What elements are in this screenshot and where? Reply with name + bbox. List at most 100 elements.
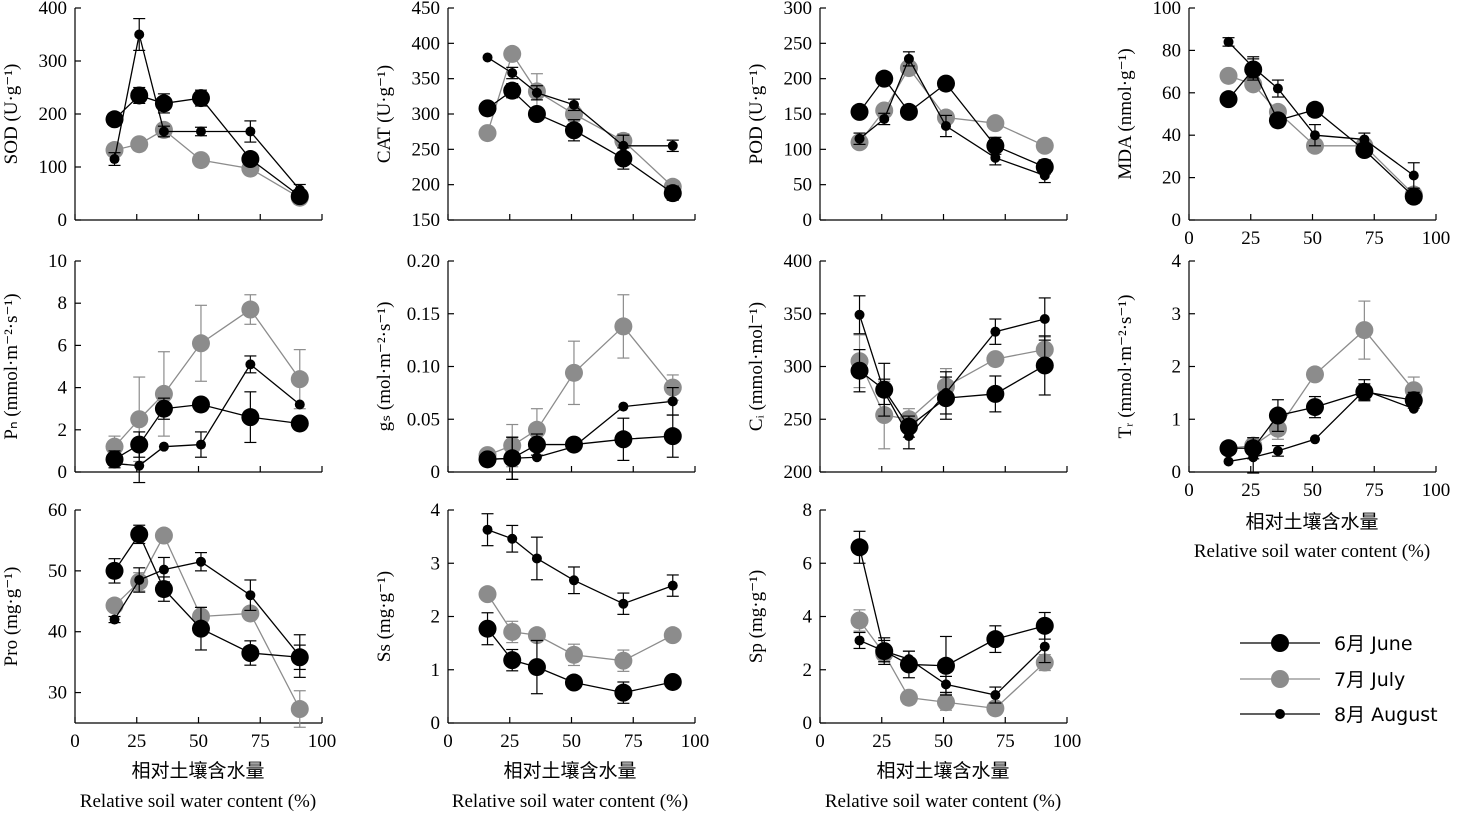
data-point <box>503 622 522 641</box>
x-tick-label: 75 <box>996 731 1015 752</box>
y-tick-label: 0.15 <box>407 304 440 325</box>
data-point <box>134 460 145 471</box>
y-axis-title: MDA (nmol·g⁻¹) <box>1115 48 1136 179</box>
x-tick-label: 0 <box>1184 480 1194 501</box>
y-axis-title: gₛ (mol·m⁻²·s⁻¹) <box>374 302 395 432</box>
data-point <box>986 114 1005 133</box>
x-tick-label: 50 <box>1303 228 1322 249</box>
y-tick-label: 150 <box>784 104 813 125</box>
legend: 6月 June 7月 July 8月 August <box>1240 633 1438 726</box>
data-point <box>1219 66 1238 85</box>
chart-panel-Pn: 0 2 4 6 8 10 Pₙ (mmol·m⁻²·s⁻¹) <box>1 251 323 484</box>
data-point <box>986 384 1005 403</box>
data-point <box>158 126 169 137</box>
data-point <box>667 140 678 151</box>
series-august <box>108 18 306 196</box>
data-point <box>1309 434 1320 445</box>
y-tick-label: 4 <box>1172 251 1182 272</box>
data-point <box>986 136 1005 155</box>
data-point <box>1035 158 1054 176</box>
y-tick-label: 0 <box>803 210 813 231</box>
legend-label-june: 6月 June <box>1334 633 1413 655</box>
x-tick-label: 0 <box>815 731 825 752</box>
y-tick-label: 400 <box>784 251 813 272</box>
data-point <box>195 556 206 567</box>
y-tick-label: 3 <box>1172 304 1182 325</box>
data-point <box>1408 170 1419 181</box>
x-tick-label: 100 <box>681 731 710 752</box>
chart-panel-Ci: 200 250 300 350 400 Cᵢ (mmol·mol⁻¹) <box>746 251 1068 483</box>
data-point <box>1355 382 1374 401</box>
series-june <box>478 612 682 704</box>
data-point <box>1355 321 1374 340</box>
y-tick-label: 0 <box>431 713 441 734</box>
series-line <box>113 561 301 657</box>
data-point <box>290 414 309 433</box>
x-axis-title-en: Relative soil water content (%) <box>825 791 1061 812</box>
data-point <box>854 133 865 144</box>
x-tick-label: 100 <box>308 731 337 752</box>
data-point <box>154 526 173 545</box>
series-june <box>105 524 309 671</box>
data-point <box>241 150 260 169</box>
data-point <box>564 435 583 454</box>
data-point <box>1268 406 1287 425</box>
legend-marker-august <box>1275 709 1285 719</box>
y-tick-label: 0 <box>803 713 813 734</box>
data-point <box>134 29 145 40</box>
data-point <box>527 658 546 677</box>
y-axis-title: POD (U·g⁻¹) <box>746 64 767 165</box>
data-point <box>482 52 493 63</box>
data-point <box>1272 83 1283 94</box>
data-point <box>1309 130 1320 141</box>
data-point <box>564 645 583 664</box>
data-point <box>667 396 678 407</box>
y-tick-label: 200 <box>39 104 68 125</box>
data-point <box>1244 60 1263 79</box>
data-point <box>1404 187 1423 206</box>
data-point <box>1404 391 1423 410</box>
data-point <box>875 642 894 661</box>
data-point <box>290 648 309 667</box>
series-june <box>105 391 309 469</box>
y-axis-title: SOD (U·g⁻¹) <box>1 64 22 165</box>
data-point <box>134 574 145 585</box>
data-point <box>105 450 124 469</box>
legend-marker-june <box>1271 634 1289 652</box>
y-tick-label: 0 <box>1172 462 1182 483</box>
series-line <box>113 34 301 191</box>
y-tick-label: 400 <box>412 33 441 54</box>
y-tick-label: 10 <box>48 251 67 272</box>
y-axis-title: Sp (mg·g⁻¹) <box>746 570 767 663</box>
y-tick-label: 2 <box>431 607 441 628</box>
data-point <box>618 401 629 412</box>
y-tick-label: 2 <box>803 660 813 681</box>
data-point <box>879 113 890 124</box>
data-point <box>614 683 633 702</box>
data-point <box>850 538 869 557</box>
chart-panel-Ss: 0 1 2 3 4 0 25 50 75 100 Ss (mg·g⁻¹) <box>374 500 709 752</box>
data-point <box>936 389 955 408</box>
series-line <box>113 533 300 658</box>
data-point <box>191 151 210 170</box>
data-point <box>1223 36 1234 47</box>
data-point <box>568 99 579 110</box>
y-tick-label: 2 <box>1172 357 1182 378</box>
y-tick-label: 50 <box>793 175 812 196</box>
data-point <box>1305 398 1324 417</box>
y-axis-title: Ss (mg·g⁻¹) <box>374 571 395 662</box>
chart-panel-SOD: 0 100 200 300 400 SOD (U·g⁻¹) <box>1 0 323 231</box>
data-point <box>663 184 682 203</box>
data-point <box>568 575 579 586</box>
data-point <box>1223 456 1234 467</box>
y-tick-label: 300 <box>39 51 68 72</box>
x-tick-label: 50 <box>189 731 208 752</box>
series-line <box>487 325 674 456</box>
y-tick-label: 40 <box>1162 125 1181 146</box>
data-point <box>1305 365 1324 384</box>
data-point <box>618 598 629 609</box>
y-tick-label: 4 <box>58 378 68 399</box>
data-point <box>564 363 583 382</box>
y-tick-label: 4 <box>431 500 441 521</box>
data-point <box>290 187 309 206</box>
